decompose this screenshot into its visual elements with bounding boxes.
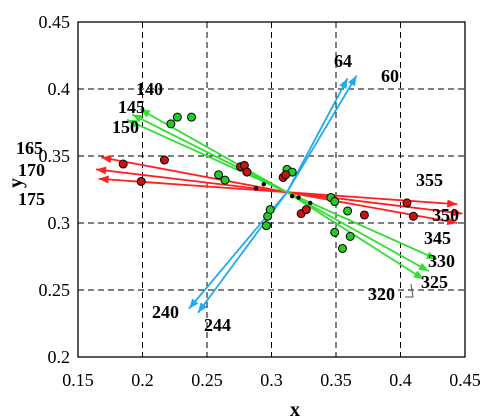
line-label-355: 355 xyxy=(416,170,443,190)
red-point xyxy=(136,176,146,186)
red-point xyxy=(159,155,169,165)
green-arrow-145 xyxy=(131,113,288,193)
x-tick-label: 0.45 xyxy=(449,370,481,390)
green-point xyxy=(214,170,224,180)
black-point xyxy=(253,185,259,191)
line-label-240: 240 xyxy=(152,302,179,322)
black-point xyxy=(296,195,301,200)
y-tick-label: 0.3 xyxy=(48,213,71,233)
y-tick-label: 0.45 xyxy=(39,12,71,32)
green-arrow-140 xyxy=(139,108,288,193)
x-tick-labels: 0.15 0.2 0.25 0.3 0.35 0.4 0.45 xyxy=(62,370,481,390)
x-tick-label: 0.15 xyxy=(62,370,94,390)
red-point xyxy=(301,205,311,215)
red-point xyxy=(359,210,369,220)
green-point xyxy=(166,119,176,129)
black-point xyxy=(289,194,295,199)
plot-frame xyxy=(77,21,466,358)
line-label-320: 320 xyxy=(368,284,395,304)
green-arrow-150 xyxy=(126,118,288,193)
green-point xyxy=(330,197,340,207)
red-point xyxy=(118,159,128,169)
green-arrow-145-head xyxy=(132,114,143,123)
blue-arrow-64-head xyxy=(339,78,348,89)
green-point xyxy=(220,175,230,185)
label-leader-320 xyxy=(405,283,414,298)
red-arrow-175-head xyxy=(98,175,109,184)
x-tick-label: 0.25 xyxy=(191,370,223,390)
y-tick-labels: 0.2 0.25 0.3 0.35 0.4 0.45 xyxy=(39,12,71,367)
blue-arrow-240-head xyxy=(188,298,199,309)
red-arrow-350 xyxy=(286,191,463,215)
line-label-165: 165 xyxy=(16,138,43,158)
green-point xyxy=(187,112,197,122)
red-arrow-170-head xyxy=(96,166,107,175)
line-label-175: 175 xyxy=(18,189,45,209)
line-label-330: 330 xyxy=(428,251,455,271)
blue-arrow-244-head xyxy=(197,302,208,313)
green-arrow-320 xyxy=(286,191,425,281)
red-arrow-345 xyxy=(286,191,458,224)
black-point xyxy=(261,181,266,187)
line-label-60: 60 xyxy=(381,66,399,86)
line-label-145: 145 xyxy=(118,97,145,117)
green-arrow-320-head xyxy=(413,270,424,280)
y-tick-label: 0.4 xyxy=(48,79,71,99)
black-point xyxy=(308,200,313,206)
red-point xyxy=(402,198,412,208)
green-arrow-325 xyxy=(286,191,430,273)
x-tick-label: 0.3 xyxy=(260,370,283,390)
green-point xyxy=(261,221,271,231)
red-point xyxy=(281,170,291,180)
line-label-140: 140 xyxy=(136,79,163,99)
red-arrow-165-head xyxy=(101,155,112,164)
grid xyxy=(78,22,465,357)
green-arrow-325-head xyxy=(418,262,429,272)
data-points xyxy=(118,112,418,253)
green-arrow-140-head xyxy=(139,109,151,118)
red-arrow-165 xyxy=(101,156,288,194)
green-arrow-150-head xyxy=(127,119,138,128)
green-point xyxy=(330,227,340,237)
red-arrow-355-head xyxy=(447,199,458,208)
y-tick-label: 0.25 xyxy=(39,280,71,300)
y-tick-label: 0.2 xyxy=(48,347,71,367)
x-axis-label: x xyxy=(290,399,300,418)
red-arrow-355 xyxy=(286,191,458,206)
x-tick-label: 0.35 xyxy=(320,370,352,390)
arrow-lines xyxy=(95,75,463,314)
x-tick-label: 0.2 xyxy=(131,370,154,390)
line-label-345: 345 xyxy=(424,228,451,248)
line-label-244: 244 xyxy=(204,315,231,335)
x-tick-label: 0.4 xyxy=(389,370,412,390)
green-point xyxy=(265,205,275,215)
red-point xyxy=(242,167,252,177)
red-arrow-345-head xyxy=(446,217,458,226)
blue-arrow-64 xyxy=(286,77,349,193)
line-label-350: 350 xyxy=(432,205,459,225)
line-label-170: 170 xyxy=(18,160,45,180)
red-point xyxy=(408,211,418,221)
green-arrow-330-head xyxy=(425,251,437,260)
line-label-150: 150 xyxy=(112,117,139,137)
blue-arrow-60-head xyxy=(348,75,357,87)
line-label-64: 64 xyxy=(334,51,352,71)
green-point xyxy=(172,112,182,122)
y-axis-label: y xyxy=(5,178,27,188)
blue-arrow-60 xyxy=(286,75,358,193)
line-label-325: 325 xyxy=(421,272,448,292)
green-point xyxy=(337,243,347,253)
green-point xyxy=(343,206,353,216)
green-point xyxy=(345,231,355,241)
red-arrow-350-head xyxy=(452,208,463,217)
y-tick-label: 0.35 xyxy=(39,146,71,166)
